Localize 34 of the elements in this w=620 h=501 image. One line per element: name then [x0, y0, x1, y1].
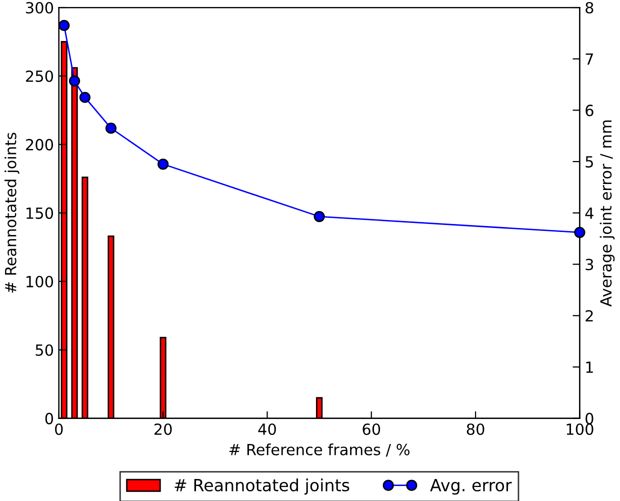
point [105, 122, 117, 134]
x-tick-label: 0 [55, 423, 63, 436]
y-tick-label: 200 [26, 138, 54, 150]
y-tick-label: 50 [36, 344, 54, 356]
x-tick-label: 40 [258, 423, 276, 436]
y2-tick-label: 5 [586, 156, 593, 168]
point [68, 75, 80, 87]
y-tick-label: 300 [26, 2, 54, 14]
y-tick-label: 250 [26, 70, 54, 82]
y2-axis-title: Average joint error / mm [600, 120, 615, 307]
point [158, 158, 169, 170]
legend-label: # Reannotated joints [174, 478, 350, 495]
y2-tick-label: 6 [586, 104, 594, 116]
point [79, 92, 90, 103]
y-tick-label: 150 [26, 207, 54, 219]
x-tick-label: 80 [466, 423, 484, 436]
y2-tick-label: 3 [586, 258, 594, 270]
x-tick-label: 60 [362, 423, 380, 436]
y2-tick-label: 7 [586, 54, 593, 65]
point [314, 210, 325, 222]
x-tick-label: 20 [154, 423, 172, 436]
x-tick-label: 100 [566, 423, 594, 436]
point [574, 226, 586, 238]
y-axis-title: # Reannotated joints [4, 132, 20, 293]
y2-tick-label: 8 [586, 2, 594, 14]
legend-label: Avg. error [430, 479, 512, 495]
y-tick-label: 100 [26, 276, 54, 288]
y2-tick-label: 2 [586, 310, 593, 322]
y-tick-label: 0 [45, 412, 54, 424]
point [58, 20, 70, 32]
y2-tick-label: 4 [585, 208, 594, 219]
y2-tick-label: 0 [586, 412, 594, 424]
y2-tick-label: 1 [586, 362, 593, 373]
x-axis-title: # Reference frames / % [229, 444, 410, 457]
